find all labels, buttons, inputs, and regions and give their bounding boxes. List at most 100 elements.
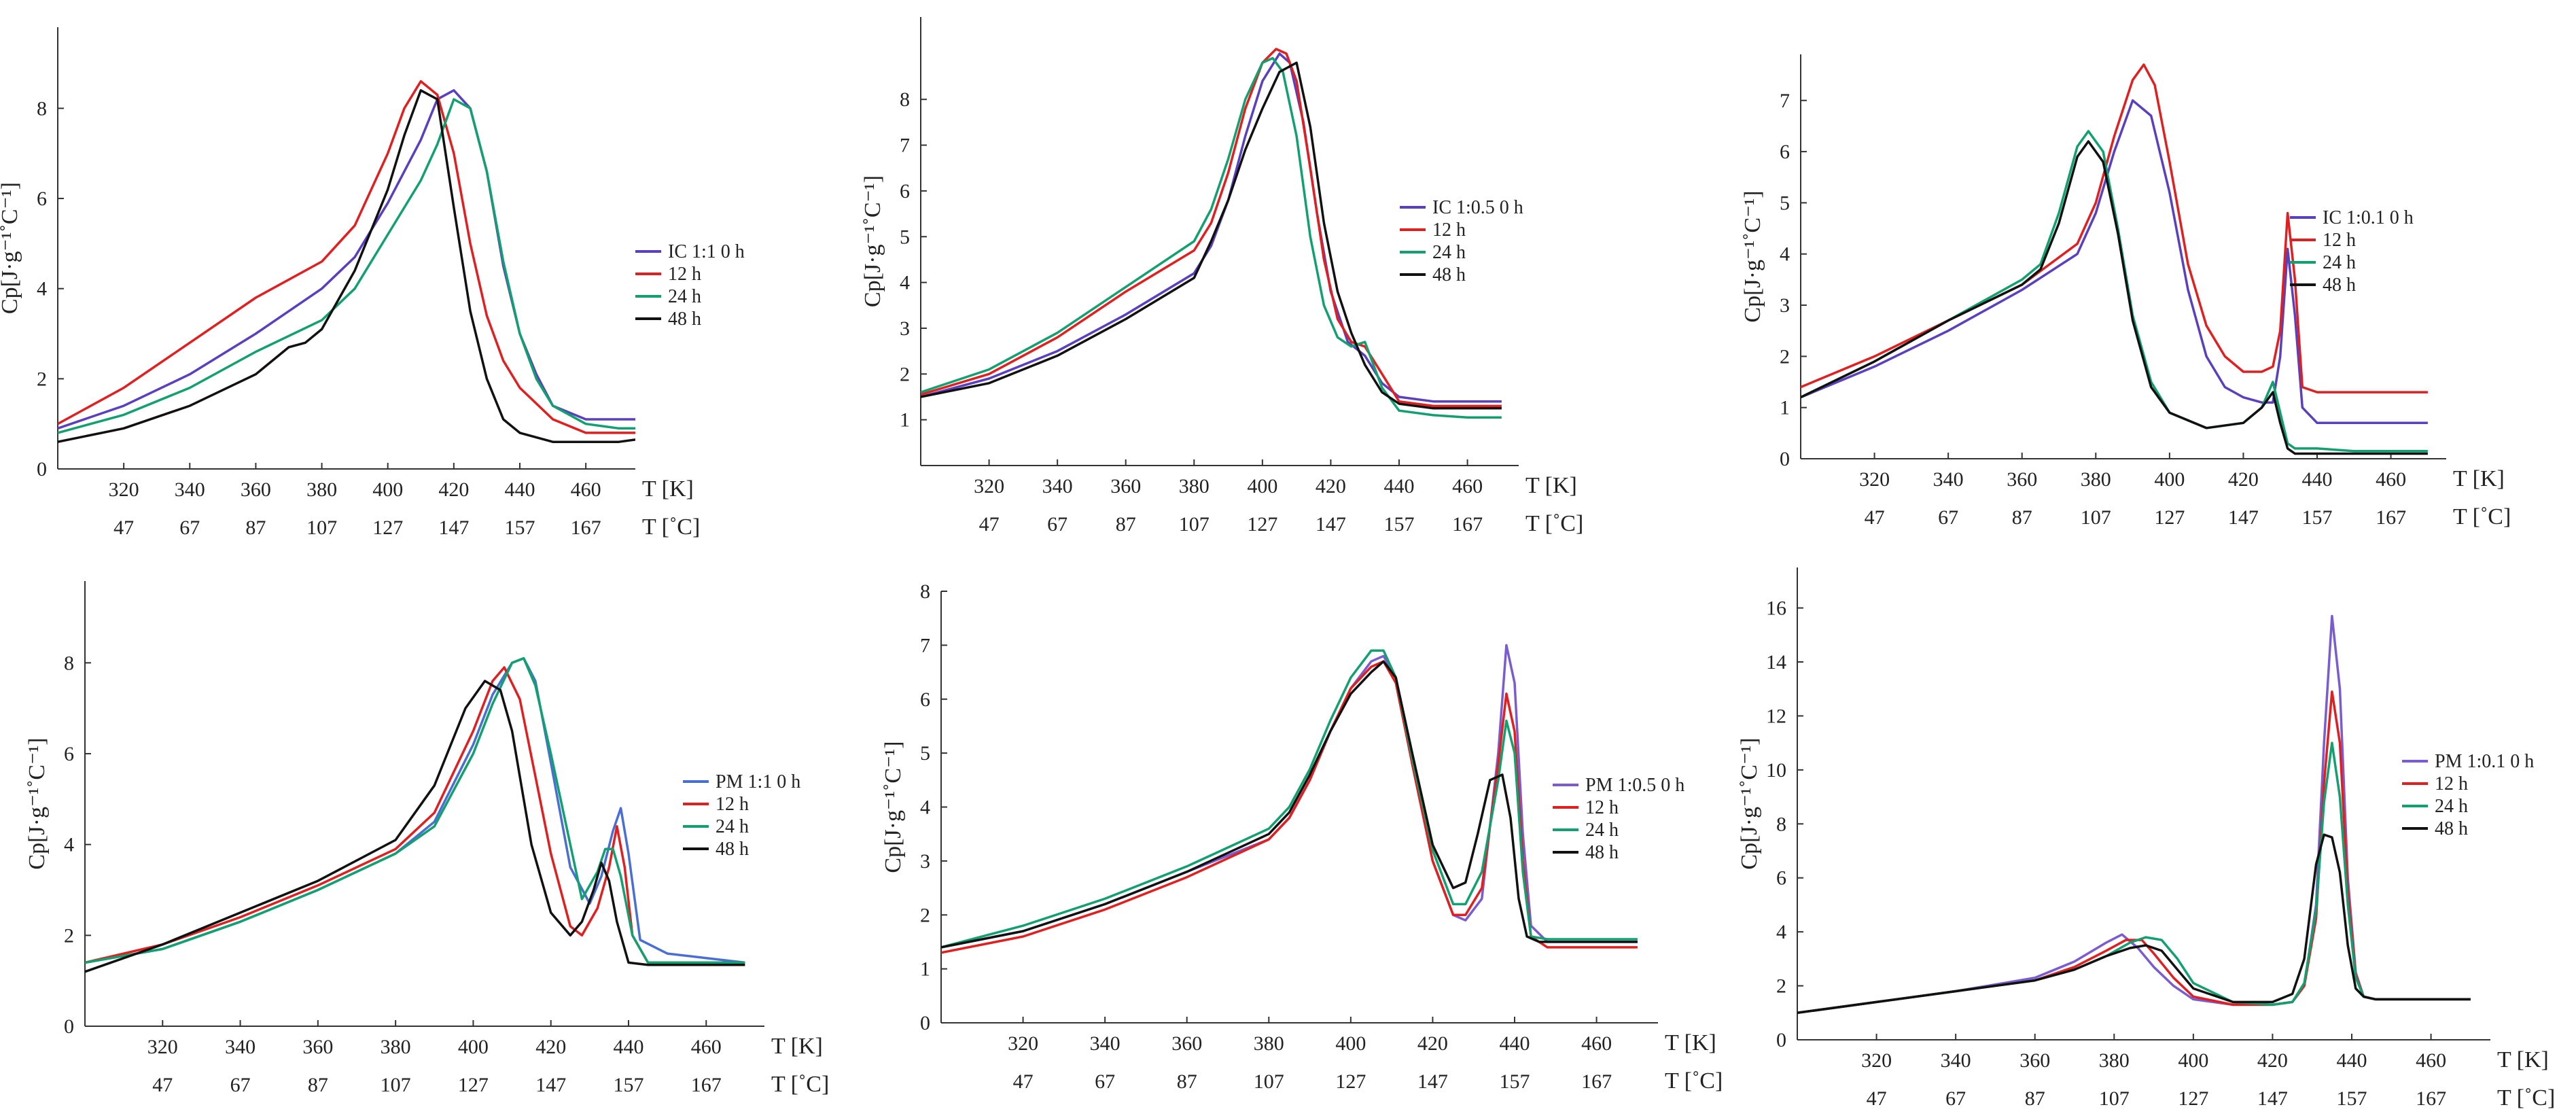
x-axis-title-celsius: T [˚C] <box>771 1072 829 1097</box>
x-tick-label: 320 <box>109 478 139 501</box>
x-tick-label: 460 <box>691 1036 722 1058</box>
y-tick-label: 7 <box>900 135 910 157</box>
x-axis-title-celsius: T [˚C] <box>2453 504 2511 529</box>
x-tick-label: 460 <box>2416 1049 2446 1072</box>
legend-label: 24 h <box>1432 242 1466 263</box>
y-tick-label: 6 <box>64 743 74 765</box>
x-axis-title: T [K] <box>1525 473 1577 498</box>
chart-panel-2: 1234567832047340673608738010740012742014… <box>860 17 1583 536</box>
x-tick-label-celsius: 107 <box>1254 1070 1284 1093</box>
y-tick-label: 0 <box>37 458 47 480</box>
x-axis-title-celsius: T [˚C] <box>642 514 700 540</box>
x-tick-label-celsius: 147 <box>1417 1070 1448 1093</box>
x-tick-label-celsius: 47 <box>1013 1070 1034 1093</box>
y-tick-label: 7 <box>920 634 930 657</box>
x-tick-label-celsius: 147 <box>1316 513 1346 536</box>
y-tick-label: 0 <box>920 1012 930 1034</box>
x-tick-label-celsius: 67 <box>230 1074 251 1096</box>
y-tick-label: 5 <box>1780 192 1790 214</box>
x-tick-label: 360 <box>241 478 271 501</box>
x-tick-label: 420 <box>2257 1049 2288 1072</box>
y-axis-title: Cp[J·g⁻¹˚C⁻¹] <box>1740 190 1765 322</box>
x-tick-label-celsius: 167 <box>1581 1070 1612 1093</box>
x-tick-label: 340 <box>1090 1032 1121 1055</box>
x-tick-label: 360 <box>2007 468 2037 491</box>
x-tick-label: 400 <box>372 478 403 501</box>
y-axis-title: Cp[J·g⁻¹˚C⁻¹] <box>24 737 50 869</box>
y-tick-label: 0 <box>1776 1029 1786 1051</box>
series-line-4 <box>58 89 635 443</box>
x-tick-label-celsius: 167 <box>1452 513 1483 536</box>
legend-label: PM 1:0.1 0 h <box>2435 751 2534 772</box>
series-line-4 <box>85 680 745 973</box>
x-tick-label-celsius: 107 <box>306 517 337 539</box>
y-tick-label: 4 <box>1776 921 1786 943</box>
series-line-2 <box>58 80 635 434</box>
x-tick-label: 380 <box>306 478 337 501</box>
x-tick-label: 420 <box>2228 468 2259 491</box>
series-line-3 <box>1801 130 2428 453</box>
y-tick-label: 5 <box>900 226 910 248</box>
y-tick-label: 1 <box>920 958 930 981</box>
x-tick-label: 420 <box>438 478 469 501</box>
legend-label: 12 h <box>668 264 701 285</box>
y-axis-title: Cp[J·g⁻¹˚C⁻¹] <box>860 175 885 307</box>
legend-label: 24 h <box>668 286 701 307</box>
legend-label: 12 h <box>1432 220 1466 241</box>
series-line-1 <box>941 644 1638 949</box>
legend-label: 48 h <box>2435 818 2468 839</box>
y-tick-label: 2 <box>920 904 930 926</box>
y-tick-label: 3 <box>900 317 910 340</box>
x-tick-label-celsius: 107 <box>2081 506 2111 529</box>
x-tick-label-celsius: 107 <box>1179 513 1210 536</box>
x-axis-title: T [K] <box>642 476 694 502</box>
x-tick-label-celsius: 157 <box>2302 506 2333 529</box>
y-tick-label: 8 <box>920 580 930 603</box>
y-tick-label: 3 <box>1780 294 1790 317</box>
x-tick-label: 360 <box>302 1036 333 1058</box>
x-tick-label-celsius: 87 <box>308 1074 328 1096</box>
legend-label: IC 1:1 0 h <box>668 241 745 262</box>
x-tick-label-celsius: 67 <box>1047 513 1068 536</box>
x-tick-label-celsius: 167 <box>2416 1087 2446 1110</box>
x-tick-label-celsius: 157 <box>614 1074 644 1096</box>
x-tick-label: 320 <box>147 1036 178 1058</box>
x-tick-label-celsius: 167 <box>571 517 601 539</box>
x-tick-label-celsius: 87 <box>1177 1070 1197 1093</box>
y-tick-label: 10 <box>1766 759 1786 782</box>
x-tick-label-celsius: 127 <box>372 517 403 539</box>
x-tick-label-celsius: 87 <box>2012 506 2032 529</box>
x-tick-label-celsius: 107 <box>2099 1087 2130 1110</box>
x-tick-label-celsius: 47 <box>979 513 1000 536</box>
x-tick-label-celsius: 67 <box>1938 506 1958 529</box>
x-tick-label: 440 <box>614 1036 644 1058</box>
series-line-4 <box>1801 140 2428 455</box>
x-tick-label-celsius: 157 <box>1500 1070 1530 1093</box>
x-axis-title-celsius: T [˚C] <box>1525 511 1583 536</box>
x-tick-label-celsius: 47 <box>152 1074 173 1096</box>
legend-label: 24 h <box>2323 252 2356 273</box>
y-axis-title: Cp[J·g⁻¹˚C⁻¹] <box>0 182 22 314</box>
x-tick-label-celsius: 87 <box>245 517 266 539</box>
x-tick-label: 440 <box>505 478 535 501</box>
y-tick-label: 8 <box>64 652 74 674</box>
x-tick-label: 460 <box>1452 475 1483 497</box>
x-tick-label-celsius: 47 <box>113 517 134 539</box>
y-tick-label: 2 <box>37 368 47 390</box>
y-axis-title: Cp[J·g⁻¹˚C⁻¹] <box>1737 737 1762 869</box>
y-tick-label: 5 <box>920 742 930 765</box>
x-tick-label: 420 <box>535 1036 566 1058</box>
x-tick-label-celsius: 67 <box>1945 1087 1966 1110</box>
legend-label: 12 h <box>1585 797 1619 818</box>
series-line-4 <box>921 61 1502 410</box>
x-tick-label: 380 <box>381 1036 411 1058</box>
x-axis-title-celsius: T [˚C] <box>2497 1085 2555 1110</box>
series-line-3 <box>85 657 745 964</box>
x-tick-label: 360 <box>1110 475 1141 497</box>
x-tick-label-celsius: 127 <box>2178 1087 2208 1110</box>
series-line-3 <box>58 98 635 434</box>
x-tick-label: 340 <box>1933 468 1964 491</box>
y-tick-label: 2 <box>1780 345 1790 368</box>
chart-panel-1: 0 2 4 6 8 320 47 340 67 360 87 380 107 400 127 420 147 44… <box>0 27 745 540</box>
chart-panel-5: 0123456783204734067360873801074001274201… <box>881 580 1723 1093</box>
